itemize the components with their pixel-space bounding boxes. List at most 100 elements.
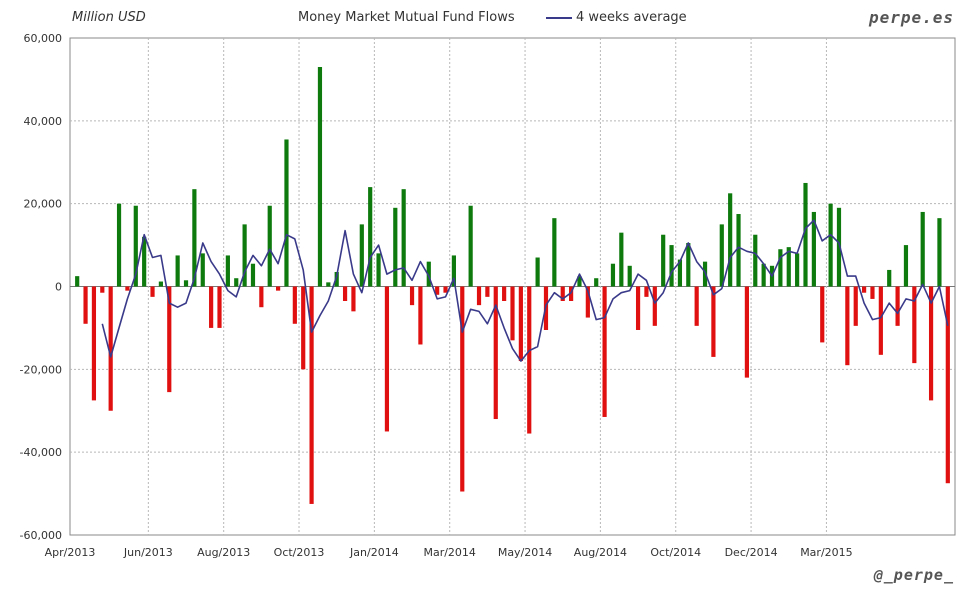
x-tick-label: Apr/2013: [45, 546, 96, 559]
outflow-bar: [635, 286, 641, 330]
inflow-bar: [811, 211, 816, 287]
outflow-bar: [510, 286, 515, 341]
x-tick-label: Oct/2013: [274, 546, 325, 559]
outflow-bar: [167, 286, 172, 393]
inflow-bar: [535, 257, 540, 287]
inflow-bar: [376, 253, 381, 287]
inflow-bar: [192, 189, 197, 287]
outflow-bar: [91, 286, 97, 401]
y-tick-label: 40,000: [24, 115, 63, 128]
average-line: [101, 219, 949, 362]
brand-logo-text[interactable]: perpe.es: [868, 8, 954, 27]
outflow-bar: [569, 286, 574, 301]
inflow-bar: [225, 255, 230, 287]
inflow-bar: [334, 272, 339, 287]
x-tick-label: May/2014: [498, 546, 552, 559]
inflow-bar: [326, 282, 331, 287]
inflow-bar: [619, 232, 624, 287]
x-tick-label: Oct/2014: [650, 546, 701, 559]
x-tick-label: Aug/2014: [574, 546, 627, 559]
outflow-bar: [276, 286, 281, 291]
inflow-bar: [133, 205, 138, 287]
outflow-bar: [862, 286, 867, 293]
inflow-bar: [836, 207, 842, 287]
outflow-bar: [435, 286, 440, 295]
inflow-bar: [183, 280, 189, 287]
x-tick-label: Jun/2013: [123, 546, 173, 559]
inflow-bar: [242, 224, 247, 287]
inflow-bar: [761, 263, 766, 287]
legend: 4 weeks average: [546, 10, 687, 25]
inflow-bar: [401, 189, 406, 287]
inflow-bar: [610, 263, 616, 287]
inflow-bar: [937, 218, 942, 287]
y-tick-label: 60,000: [24, 32, 63, 45]
outflow-bar: [209, 286, 214, 328]
x-tick-label: Jan/2014: [349, 546, 399, 559]
inflow-bar: [594, 278, 599, 287]
outflow-bar: [493, 286, 498, 420]
outflow-bar: [476, 286, 482, 306]
inflow-bar: [686, 243, 691, 287]
inflow-bar: [75, 276, 80, 287]
outflow-bar: [217, 286, 222, 328]
x-tick-label: Mar/2014: [423, 546, 475, 559]
outflow-bar: [895, 286, 900, 326]
outflow-bar: [150, 286, 155, 297]
inflow-bar: [250, 263, 256, 287]
outflow-bar: [945, 286, 950, 484]
y-tick-label: -60,000: [20, 529, 62, 542]
inflow-bar: [753, 234, 758, 287]
y-tick-label: 0: [55, 281, 62, 294]
outflow-bar: [384, 286, 390, 432]
outflow-bar: [409, 286, 415, 306]
outflow-bar: [878, 286, 883, 355]
inflow-bar: [736, 214, 741, 287]
y-axis-unit-label: Million USD: [72, 10, 146, 25]
outflow-bar: [602, 286, 607, 417]
inflow-bar: [669, 245, 674, 287]
inflow-bar: [142, 236, 147, 287]
outflow-bar: [83, 286, 88, 324]
outflow-bar: [259, 286, 264, 308]
outflow-bar: [585, 286, 590, 318]
inflow-bar: [795, 253, 800, 287]
outflow-bar: [711, 286, 716, 357]
outflow-bar: [342, 286, 348, 301]
outflow-bar: [100, 286, 105, 293]
outflow-bar: [502, 286, 507, 301]
outflow-bar: [853, 286, 858, 326]
inflow-bar: [200, 253, 205, 287]
outflow-bar: [744, 286, 749, 378]
inflow-bar: [903, 245, 909, 287]
outflow-bar: [928, 286, 934, 401]
outflow-bar: [694, 286, 699, 326]
outflow-bar: [108, 286, 113, 411]
inflow-bar: [426, 261, 431, 287]
x-tick-label: Dec/2014: [725, 546, 778, 559]
outflow-bar: [418, 286, 423, 345]
x-tick-label: Aug/2013: [197, 546, 250, 559]
outflow-bar: [443, 286, 448, 293]
twitter-handle[interactable]: @_perpe_: [873, 566, 954, 584]
inflow-bar: [719, 224, 724, 287]
inflow-bar: [175, 255, 180, 287]
inflow-bar: [393, 207, 398, 287]
outflow-bar: [527, 286, 532, 434]
inflow-bar: [677, 259, 683, 287]
outflow-bar: [292, 286, 297, 324]
inflow-bar: [778, 249, 783, 287]
outflow-bar: [560, 286, 565, 301]
outflow-bar: [485, 286, 490, 297]
inflow-bar: [803, 182, 808, 287]
outflow-bar: [644, 286, 649, 297]
inflow-bar: [359, 224, 364, 287]
x-tick-label: Mar/2015: [800, 546, 852, 559]
outflow-bar: [518, 286, 523, 362]
inflow-bar: [368, 187, 373, 287]
outflow-bar: [460, 286, 465, 492]
chart-title: Money Market Mutual Fund Flows: [298, 10, 515, 25]
inflow-bar: [468, 205, 473, 287]
inflow-bar: [451, 255, 456, 287]
inflow-bar: [267, 205, 272, 287]
